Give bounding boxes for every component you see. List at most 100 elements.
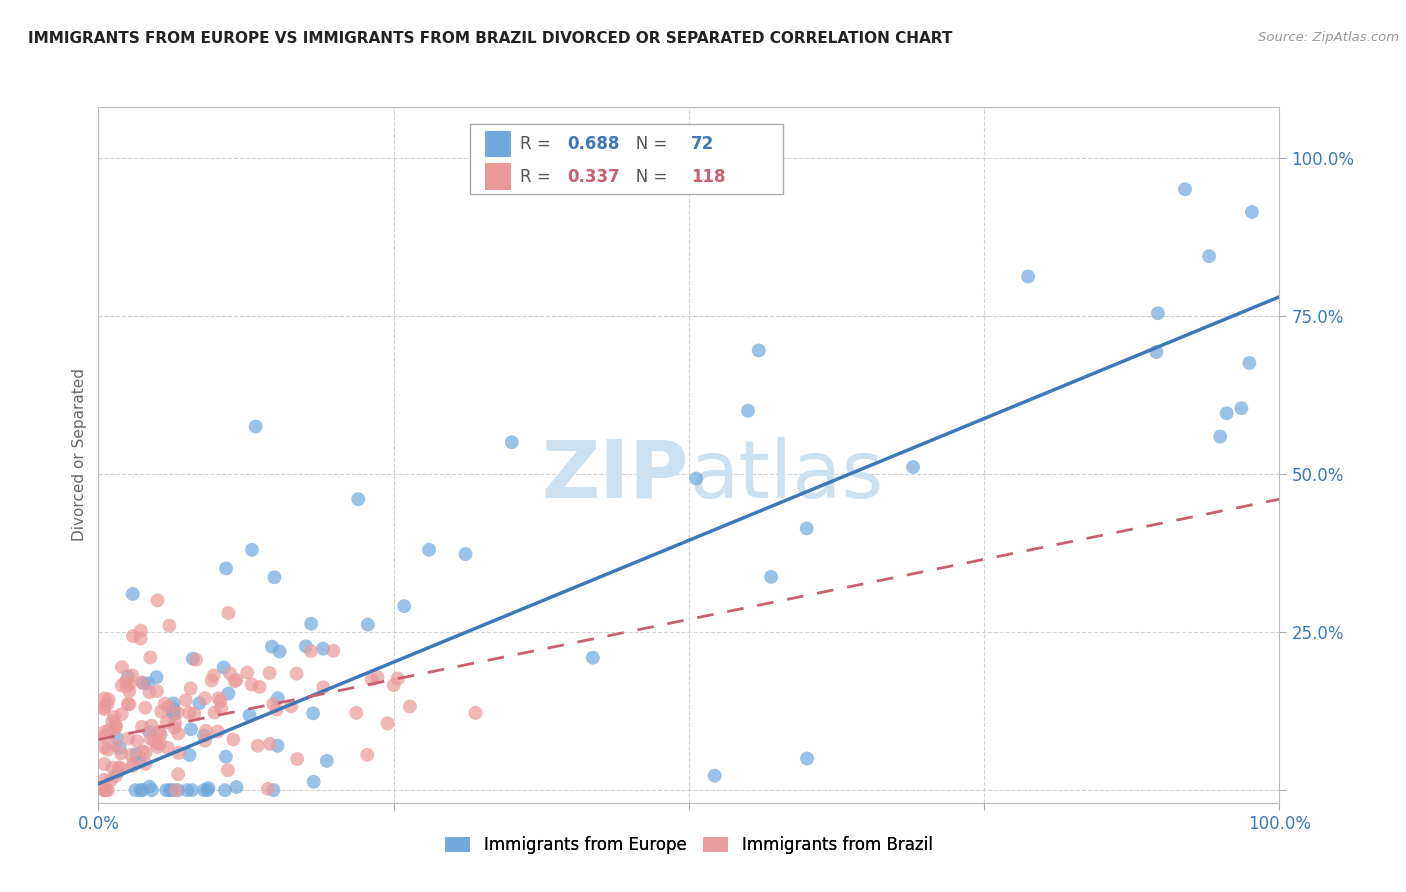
Text: R =: R =	[520, 168, 555, 186]
Point	[315, 754, 337, 768]
Point	[1240, 205, 1263, 219]
Point	[180, 723, 202, 737]
Point	[93, 740, 115, 755]
Point	[131, 675, 153, 690]
Point	[387, 672, 409, 686]
Point	[685, 471, 707, 485]
Point	[280, 699, 302, 714]
Point	[166, 706, 188, 720]
Text: N =: N =	[620, 168, 673, 186]
Point	[356, 747, 378, 762]
Point	[93, 725, 115, 739]
Y-axis label: Divorced or Separated: Divorced or Separated	[72, 368, 87, 541]
Point	[377, 716, 399, 731]
Point	[125, 747, 148, 761]
Point	[165, 783, 187, 797]
Point	[225, 780, 247, 794]
Point	[167, 726, 190, 740]
Text: 0.337: 0.337	[567, 168, 620, 186]
Point	[162, 697, 184, 711]
Point	[94, 783, 117, 797]
Point	[263, 570, 285, 584]
Point	[93, 691, 115, 706]
Point	[347, 492, 370, 507]
Point	[224, 674, 246, 689]
Point	[796, 751, 818, 765]
Point	[125, 734, 148, 748]
Point	[454, 547, 477, 561]
Point	[367, 670, 389, 684]
Point	[236, 665, 259, 680]
Point	[285, 752, 308, 766]
Point	[148, 724, 170, 739]
Point	[299, 644, 322, 658]
Point	[132, 676, 155, 690]
Point	[184, 653, 207, 667]
Point	[121, 668, 143, 682]
Point	[141, 718, 163, 732]
Point	[139, 731, 162, 746]
Point	[153, 697, 176, 711]
Point	[195, 723, 218, 738]
Point	[748, 343, 770, 358]
Point	[129, 783, 152, 797]
Point	[122, 756, 145, 771]
Point	[145, 670, 167, 684]
Point	[117, 731, 139, 746]
Point	[131, 745, 153, 759]
Point	[146, 684, 169, 698]
Point	[267, 691, 290, 706]
Point	[197, 780, 219, 795]
Point	[193, 783, 215, 797]
Point	[162, 706, 184, 721]
Point	[162, 706, 184, 721]
Point	[209, 694, 232, 708]
Point	[156, 714, 179, 729]
Point	[246, 739, 269, 753]
Point	[222, 732, 245, 747]
Point	[93, 783, 115, 797]
Point	[501, 435, 523, 450]
Point	[217, 687, 239, 701]
Point	[111, 660, 134, 674]
Point	[139, 650, 162, 665]
Point	[117, 669, 139, 683]
Point	[302, 706, 325, 721]
Point	[149, 737, 172, 751]
Point	[285, 666, 308, 681]
Legend: Immigrants from Europe, Immigrants from Brazil: Immigrants from Europe, Immigrants from …	[439, 830, 939, 861]
Point	[157, 699, 180, 714]
Point	[159, 783, 181, 797]
Text: Source: ZipAtlas.com: Source: ZipAtlas.com	[1258, 31, 1399, 45]
Point	[165, 716, 187, 731]
Point	[138, 685, 160, 699]
Point	[181, 783, 204, 797]
Point	[121, 587, 143, 601]
Point	[1230, 401, 1253, 416]
Point	[197, 783, 219, 797]
Point	[105, 719, 128, 733]
Point	[146, 593, 169, 607]
Point	[260, 640, 283, 654]
Point	[215, 749, 238, 764]
Point	[138, 780, 160, 794]
Point	[115, 680, 138, 694]
Point	[1174, 182, 1197, 196]
Point	[156, 740, 179, 755]
Point	[209, 701, 232, 715]
Point	[322, 644, 344, 658]
Point	[93, 730, 115, 744]
Point	[1017, 269, 1039, 284]
Point	[249, 680, 271, 694]
Point	[194, 733, 217, 747]
Point	[114, 674, 136, 689]
FancyBboxPatch shape	[485, 163, 510, 190]
Point	[299, 616, 322, 631]
Point	[157, 618, 180, 632]
Point	[129, 632, 152, 646]
Point	[104, 769, 127, 783]
Point	[344, 706, 367, 720]
Point	[135, 746, 157, 760]
Point	[108, 760, 131, 774]
Point	[155, 783, 177, 797]
